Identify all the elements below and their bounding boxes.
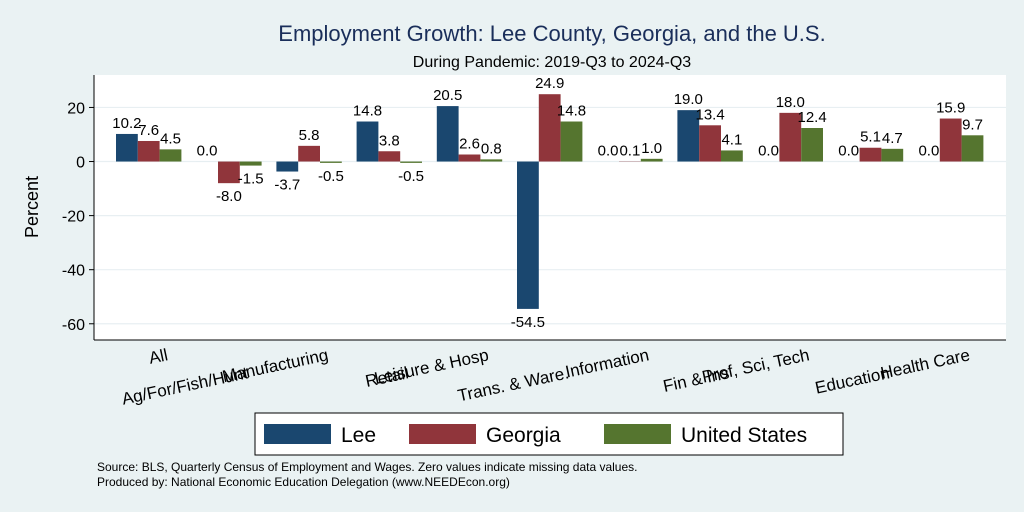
chart-title: Employment Growth: Lee County, Georgia, … — [278, 21, 825, 46]
bar-lee — [677, 110, 700, 162]
bar-united-states — [560, 121, 583, 162]
data-label: 7.6 — [138, 122, 159, 139]
data-label: 24.9 — [535, 75, 564, 92]
legend-swatch — [264, 424, 331, 444]
bar-lee — [356, 121, 379, 162]
legend-label: Georgia — [486, 424, 561, 447]
data-label: 0.1 — [619, 142, 640, 159]
data-label: 4.7 — [882, 130, 903, 147]
bar-georgia — [699, 125, 721, 162]
bar-georgia — [298, 145, 320, 162]
bar-united-states — [320, 161, 342, 163]
legend-label: Lee — [341, 424, 376, 447]
data-label: 0.0 — [598, 143, 619, 160]
data-label: 14.8 — [353, 103, 382, 120]
bar-united-states — [400, 161, 422, 163]
bar-lee — [276, 161, 299, 172]
data-label: 15.9 — [936, 100, 965, 117]
data-label: 19.0 — [674, 91, 703, 108]
bar-georgia — [538, 94, 561, 162]
data-label: -0.5 — [398, 168, 424, 185]
y-tick-label: -40 — [62, 263, 85, 280]
produced-by-note: Produced by: National Economic Education… — [97, 475, 510, 489]
data-label: 0.0 — [197, 143, 218, 160]
data-label: -8.0 — [216, 188, 242, 205]
y-tick-label: -60 — [62, 317, 85, 334]
data-label: 9.7 — [962, 116, 983, 133]
data-label: 12.4 — [797, 109, 826, 126]
y-tick-label: 20 — [67, 100, 85, 117]
data-label: 4.1 — [721, 131, 742, 148]
data-label: 2.6 — [459, 136, 480, 153]
legend-swatch — [409, 424, 476, 444]
legend-box — [254, 412, 844, 456]
bar-united-states — [159, 149, 182, 162]
data-label: 14.8 — [557, 103, 586, 120]
bar-united-states — [881, 148, 904, 162]
data-label: 0.0 — [838, 143, 859, 160]
data-label: 5.8 — [299, 127, 320, 144]
data-label: -0.5 — [318, 168, 344, 185]
data-label: 4.5 — [160, 130, 181, 147]
legend-swatch — [604, 424, 671, 444]
legend-label: United States — [681, 424, 807, 447]
bar-georgia — [378, 151, 401, 162]
data-label: -54.5 — [511, 314, 545, 331]
bar-lee — [116, 133, 138, 162]
bar-georgia — [218, 161, 240, 184]
bar-united-states — [480, 159, 503, 162]
bar-georgia — [859, 147, 882, 162]
bar-georgia — [137, 140, 160, 162]
data-label: 1.0 — [641, 140, 662, 157]
data-label: 18.0 — [776, 94, 805, 111]
y-ticks: 20 0 -20 -40 -60 — [62, 100, 94, 334]
data-label: 13.4 — [695, 106, 724, 123]
category-label: All — [147, 345, 169, 368]
data-label: 20.5 — [433, 87, 462, 104]
chart-subtitle: During Pandemic: 2019-Q3 to 2024-Q3 — [413, 54, 691, 71]
data-label: 10.2 — [112, 115, 141, 132]
bar-united-states — [239, 161, 262, 166]
bar-georgia — [939, 118, 962, 162]
bars — [116, 94, 984, 309]
data-labels: 10.2 0.0 -3.7 14.8 20.5 -54.5 0.0 19.0 0.0 0.0 0.0… — [112, 75, 983, 331]
data-label: 3.8 — [379, 132, 400, 149]
bar-united-states — [801, 128, 823, 162]
bar-lee — [517, 161, 539, 309]
data-label: 5.1 — [860, 129, 881, 146]
legend: Lee Georgia United States — [254, 412, 844, 456]
source-note: Source: BLS, Quarterly Census of Employm… — [97, 460, 637, 474]
bar-united-states — [640, 158, 663, 162]
data-label: 0.0 — [758, 143, 779, 160]
y-axis-label: Percent — [22, 176, 42, 238]
data-label: -1.5 — [238, 171, 264, 188]
data-label: 0.0 — [918, 143, 939, 160]
data-label: 0.8 — [481, 140, 502, 157]
bar-united-states — [961, 135, 984, 162]
bar-united-states — [721, 150, 743, 162]
bar-georgia — [458, 154, 481, 162]
bar-georgia — [779, 112, 802, 162]
y-tick-label: -20 — [62, 209, 85, 226]
y-tick-label: 0 — [76, 155, 85, 172]
data-label: -3.7 — [274, 177, 300, 194]
bar-lee — [436, 106, 459, 162]
